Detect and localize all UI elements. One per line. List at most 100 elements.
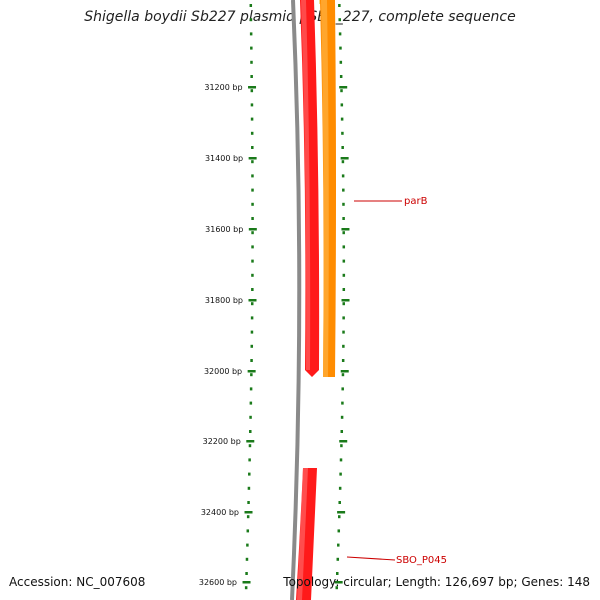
ruler-dot-right bbox=[342, 202, 345, 206]
orange-gene-highlight bbox=[321, 0, 329, 377]
ruler-dot-right bbox=[342, 188, 345, 192]
ruler-tick-right bbox=[339, 440, 348, 443]
ruler-dot-left bbox=[249, 415, 252, 419]
ruler-dot-right bbox=[340, 430, 344, 433]
ruler-dot-right bbox=[341, 131, 344, 135]
ruler-dot-right bbox=[339, 458, 343, 462]
ruler-dot-left bbox=[245, 557, 249, 561]
ruler-dot-left bbox=[247, 486, 251, 490]
ruler-dot-right bbox=[342, 259, 346, 263]
ruler-tick-left bbox=[248, 157, 257, 160]
ruler-tick-left bbox=[244, 511, 253, 514]
ruler-dot-left bbox=[248, 472, 251, 476]
ruler-tick-right bbox=[337, 511, 346, 514]
feature-label-SBO_P045[interactable]: SBO_P045 bbox=[396, 555, 447, 566]
ruler-dot-right bbox=[336, 572, 339, 575]
ruler-tick-left bbox=[247, 370, 256, 373]
ruler-dot-left bbox=[250, 60, 253, 64]
ruler-dot-right bbox=[338, 4, 341, 7]
ruler-dot-right bbox=[342, 273, 346, 277]
red-gene-highlight-upper bbox=[301, 0, 311, 370]
ruler-dot-right bbox=[338, 18, 341, 22]
ruler-dot-right bbox=[340, 444, 343, 448]
ruler-tick-label: 32600 bp bbox=[199, 578, 237, 587]
ruler-dot-right bbox=[342, 288, 346, 291]
ruler-dots bbox=[244, 4, 346, 590]
ruler-tick-right bbox=[334, 581, 343, 584]
ruler-dot-right bbox=[338, 501, 341, 504]
ruler-dot-left bbox=[249, 387, 253, 391]
ruler-dot-left bbox=[245, 572, 248, 575]
ruler-dot-left bbox=[249, 32, 253, 36]
ruler-dot-left bbox=[250, 89, 254, 93]
ruler-ticks: 31200 bp 31400 bp 31600 bp 31800 bp 32000 bp… bbox=[199, 83, 350, 587]
ruler-dot-left bbox=[246, 515, 250, 519]
ruler-tick-right bbox=[341, 299, 350, 302]
ruler-tick-label: 31400 bp bbox=[205, 154, 243, 163]
ruler-dot-left bbox=[251, 288, 254, 291]
ruler-dot-left bbox=[249, 430, 252, 433]
ruler-tick-label: 31600 bp bbox=[205, 225, 243, 234]
ruler-dot-right bbox=[338, 515, 341, 519]
ruler-dot-right bbox=[338, 486, 342, 490]
ruler-dot-right bbox=[342, 330, 345, 334]
ruler-dot-right bbox=[342, 217, 345, 220]
accession-text: Accession: NC_007608 bbox=[9, 575, 146, 589]
ruler-dot-left bbox=[249, 18, 253, 22]
ruler-dot-left bbox=[251, 160, 254, 164]
ruler-tick-label: 32000 bp bbox=[204, 367, 242, 376]
ruler-dot-left bbox=[251, 202, 254, 206]
ruler-tick-left bbox=[248, 299, 257, 302]
ruler-dot-left bbox=[251, 273, 254, 277]
ruler-dot-right bbox=[341, 160, 345, 164]
ruler-dot-left bbox=[251, 259, 254, 263]
ruler-dot-left bbox=[247, 501, 250, 504]
ruler-tick-label: 31800 bp bbox=[205, 296, 243, 305]
ruler-dot-left bbox=[246, 529, 250, 533]
red-gene-highlight-lower bbox=[297, 468, 308, 600]
ruler-dot-right bbox=[340, 117, 344, 121]
ruler-dot-right bbox=[340, 415, 344, 419]
ruler-dot-left bbox=[250, 344, 254, 348]
ruler-dot-left bbox=[251, 146, 254, 149]
ruler-dot-right bbox=[337, 543, 340, 547]
map-title: Shigella boydii Sb227 plasmid pSB4_227, … bbox=[84, 9, 516, 25]
ruler-dot-right bbox=[342, 344, 345, 348]
ruler-dot-right bbox=[340, 89, 343, 93]
ruler-dot-right bbox=[339, 60, 343, 64]
ruler-dot-left bbox=[248, 458, 251, 462]
ruler-dot-left bbox=[251, 174, 254, 178]
ruler-dot-right bbox=[341, 387, 344, 391]
feature-label-parB[interactable]: parB bbox=[404, 196, 428, 207]
ruler-dot-left bbox=[251, 188, 254, 192]
ruler-dot-left bbox=[244, 586, 248, 590]
ruler-dot-right bbox=[341, 174, 345, 178]
ruler-dot-right bbox=[339, 46, 342, 50]
ruler-dot-right bbox=[339, 75, 343, 78]
ruler-dot-left bbox=[250, 75, 253, 78]
ruler-tick-label: 31200 bp bbox=[204, 83, 242, 92]
ruler-dot-left bbox=[250, 330, 254, 334]
ruler-dot-right bbox=[340, 103, 344, 107]
ruler-dot-left bbox=[249, 4, 253, 7]
ruler-dot-left bbox=[250, 103, 254, 107]
ruler-dot-left bbox=[251, 245, 254, 249]
ruler-dot-right bbox=[342, 245, 346, 249]
ruler-dot-left bbox=[250, 117, 254, 121]
ruler-dot-left bbox=[250, 46, 253, 50]
ruler-tick-left bbox=[248, 86, 257, 89]
summary-text: Topology: circular; Length: 126,697 bp; … bbox=[283, 575, 590, 589]
ruler-dot-left bbox=[251, 217, 254, 220]
ruler-dot-right bbox=[337, 529, 341, 533]
ruler-tick-left bbox=[246, 440, 255, 443]
ruler-dot-right bbox=[342, 316, 345, 320]
ruler-dot-right bbox=[336, 557, 340, 561]
ruler-dot-right bbox=[339, 472, 342, 476]
ruler-dot-left bbox=[249, 401, 253, 405]
ruler-dot-left bbox=[250, 316, 254, 320]
sequence-backbone bbox=[290, 0, 302, 600]
ruler-tick-left bbox=[248, 228, 257, 231]
ruler-tick-right bbox=[339, 86, 348, 89]
ruler-dot-left bbox=[250, 359, 253, 362]
ruler-dot-right bbox=[342, 302, 345, 306]
